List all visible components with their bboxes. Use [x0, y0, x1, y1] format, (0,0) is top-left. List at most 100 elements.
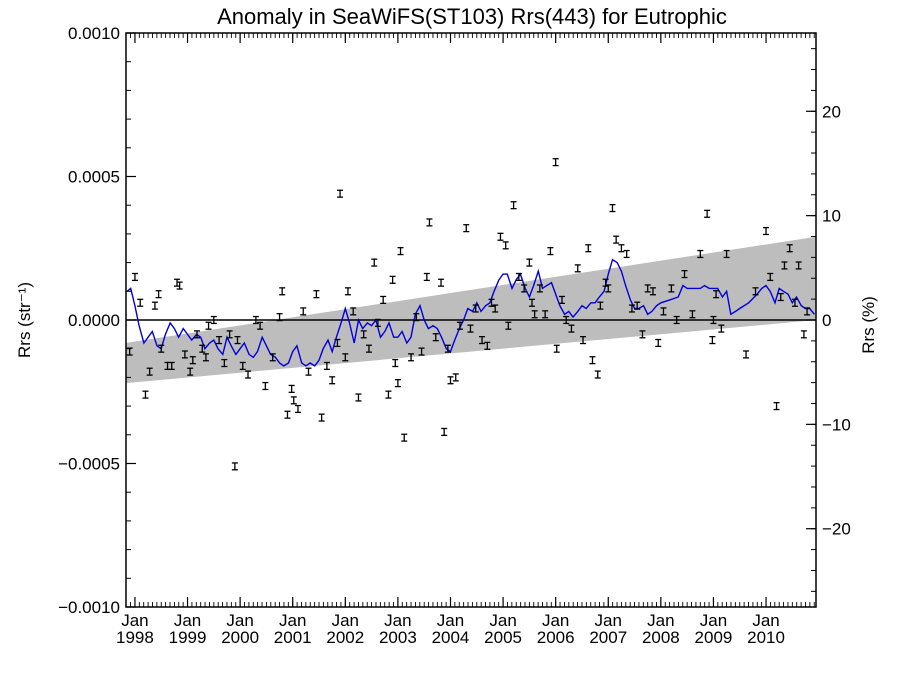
data-point: [697, 249, 704, 259]
left-axis-label: Rrs (str⁻¹): [15, 282, 34, 358]
data-point: [234, 335, 241, 345]
data-point: [432, 333, 439, 342]
data-point: [594, 370, 601, 379]
data-point: [365, 344, 372, 353]
data-point: [589, 356, 596, 365]
data-point: [580, 335, 587, 345]
data-point: [800, 330, 807, 339]
data-point: [763, 226, 770, 236]
data-point: [713, 290, 720, 299]
data-point: [413, 313, 420, 322]
data-point: [505, 321, 512, 330]
data-point: [777, 292, 784, 302]
x-tick-year-label: 2003: [379, 628, 417, 647]
data-point: [360, 330, 367, 339]
data-point: [269, 353, 276, 362]
data-point: [492, 304, 499, 313]
data-point: [529, 298, 536, 307]
x-tick-year-label: 2004: [432, 628, 470, 647]
data-point: [786, 244, 793, 253]
data-point: [552, 158, 559, 167]
x-tick-year-label: 2001: [274, 628, 312, 647]
x-tick-month-label: Jan: [437, 611, 464, 630]
x-tick-month-label: Jan: [174, 611, 201, 630]
data-point: [649, 287, 656, 296]
data-point: [155, 290, 162, 299]
data-point: [553, 344, 560, 353]
data-point: [216, 335, 223, 345]
data-point: [239, 361, 246, 371]
data-point: [397, 247, 404, 256]
data-point: [334, 338, 341, 348]
data-point: [408, 353, 415, 362]
data-point: [673, 315, 680, 325]
data-point: [723, 249, 730, 259]
x-tick-month-label: Jan: [595, 611, 622, 630]
data-point: [262, 381, 269, 391]
data-point: [245, 370, 252, 379]
x-tick-year-label: 2008: [642, 628, 680, 647]
data-point: [655, 338, 662, 348]
data-point: [521, 284, 528, 293]
data-point: [199, 344, 206, 353]
data-point: [374, 318, 381, 327]
data-point: [710, 315, 717, 325]
data-point: [484, 341, 491, 350]
data-point: [137, 298, 144, 307]
data-point: [426, 218, 433, 227]
data-point: [472, 304, 479, 313]
x-tick-year-label: 2009: [695, 628, 733, 647]
data-point: [644, 284, 651, 293]
data-point: [323, 361, 330, 371]
data-point: [628, 304, 635, 313]
data-point: [441, 427, 448, 437]
data-point: [613, 235, 620, 244]
data-point: [193, 330, 200, 339]
data-point: [210, 315, 217, 325]
data-point: [380, 295, 387, 305]
data-point: [221, 358, 228, 368]
data-point: [385, 390, 392, 399]
data-point: [342, 353, 349, 362]
data-point: [497, 232, 504, 241]
data-point: [660, 307, 667, 316]
data-point: [452, 373, 459, 382]
left-tick-label: 0.0000: [68, 311, 120, 330]
running-mean-line: [126, 258, 815, 367]
x-tick-year-label: 2010: [747, 628, 785, 647]
x-tick-month-label: Jan: [752, 611, 779, 630]
data-point: [585, 244, 592, 253]
data-point: [502, 241, 509, 250]
data-point: [668, 284, 675, 293]
data-point: [401, 433, 408, 442]
data-point: [605, 284, 612, 293]
axes-layer: 0.00100.00050.0000−0.0005−0.001020100−10…: [58, 24, 851, 647]
data-point: [510, 201, 517, 210]
x-tick-year-label: 1998: [116, 628, 154, 647]
data-point: [438, 278, 445, 287]
right-tick-label: −20: [822, 520, 851, 539]
data-point: [329, 376, 336, 385]
right-tick-label: −10: [822, 415, 851, 434]
x-tick-month-label: Jan: [489, 611, 516, 630]
x-tick-year-label: 1999: [169, 628, 207, 647]
data-point: [447, 376, 454, 385]
data-point: [479, 335, 486, 345]
right-axis-label: Rrs (%): [859, 296, 878, 354]
data-point: [456, 321, 463, 330]
x-tick-month-label: Jan: [279, 611, 306, 630]
data-point: [392, 358, 399, 368]
data-point: [795, 261, 802, 270]
data-point: [791, 298, 798, 307]
data-point: [773, 402, 780, 411]
chart-title: Anomaly in SeaWiFS(ST103) Rrs(443) for E…: [217, 4, 727, 29]
data-point: [290, 396, 297, 405]
data-point: [488, 298, 495, 307]
data-point: [767, 272, 774, 282]
data-point: [526, 258, 533, 267]
x-tick-month-label: Jan: [121, 611, 148, 630]
data-point: [623, 249, 630, 259]
data-point: [131, 272, 138, 282]
data-point: [151, 301, 158, 310]
